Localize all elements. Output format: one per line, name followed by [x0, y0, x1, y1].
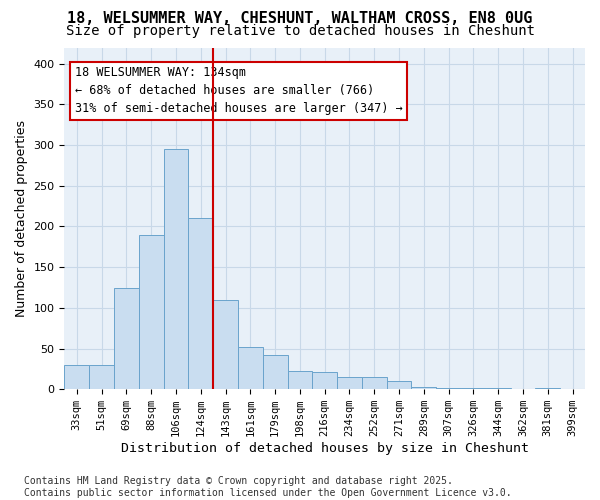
Bar	[188, 218, 213, 389]
Bar	[238, 347, 263, 389]
Bar	[535, 388, 560, 389]
Bar	[164, 149, 188, 389]
Bar	[64, 365, 89, 389]
Bar	[89, 365, 114, 389]
Bar	[139, 234, 164, 389]
Text: 18 WELSUMMER WAY: 134sqm
← 68% of detached houses are smaller (766)
31% of semi-: 18 WELSUMMER WAY: 134sqm ← 68% of detach…	[75, 66, 403, 116]
Bar	[362, 377, 386, 389]
Bar	[386, 381, 412, 389]
Bar	[114, 288, 139, 389]
Bar	[287, 372, 313, 389]
X-axis label: Distribution of detached houses by size in Cheshunt: Distribution of detached houses by size …	[121, 442, 529, 455]
Bar	[213, 300, 238, 389]
Y-axis label: Number of detached properties: Number of detached properties	[15, 120, 28, 317]
Text: Size of property relative to detached houses in Cheshunt: Size of property relative to detached ho…	[65, 24, 535, 38]
Bar	[436, 388, 461, 389]
Bar	[263, 355, 287, 389]
Text: Contains HM Land Registry data © Crown copyright and database right 2025.
Contai: Contains HM Land Registry data © Crown c…	[24, 476, 512, 498]
Bar	[461, 388, 486, 389]
Bar	[412, 387, 436, 389]
Bar	[337, 377, 362, 389]
Bar	[313, 372, 337, 389]
Bar	[486, 388, 511, 389]
Text: 18, WELSUMMER WAY, CHESHUNT, WALTHAM CROSS, EN8 0UG: 18, WELSUMMER WAY, CHESHUNT, WALTHAM CRO…	[67, 11, 533, 26]
